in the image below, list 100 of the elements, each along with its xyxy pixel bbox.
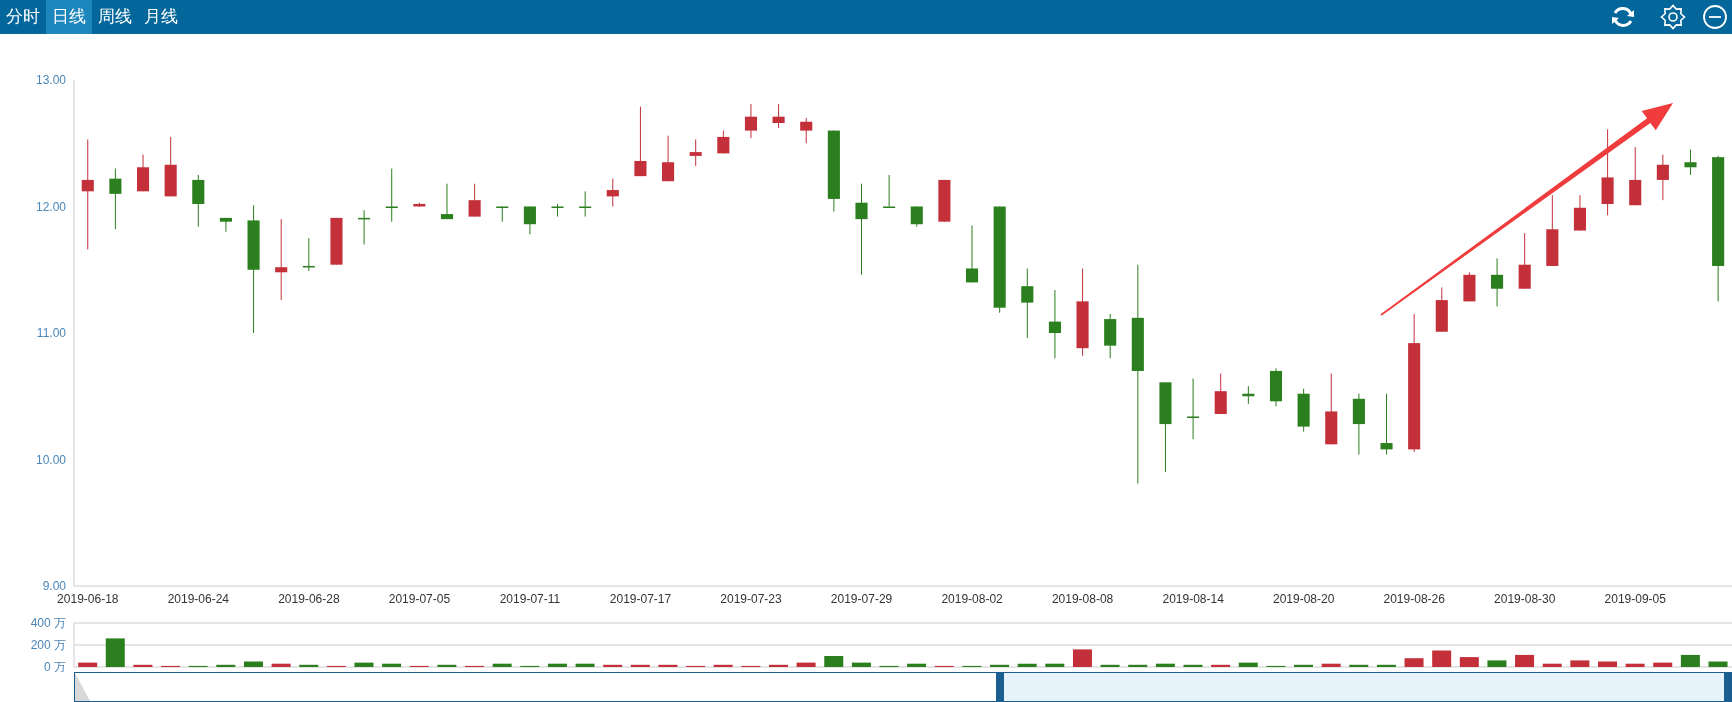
bar: [243, 661, 263, 667]
bar: [575, 663, 595, 667]
bar: [1708, 661, 1728, 667]
candlestick: [440, 183, 454, 220]
candlestick: [1491, 257, 1504, 307]
candlestick: [81, 138, 94, 251]
candlestick: [772, 103, 785, 129]
x-tick-label: 2019-08-30: [1494, 591, 1556, 606]
candlestick: [1684, 149, 1697, 176]
candlestick: [606, 178, 619, 207]
x-tick-label: 2019-06-18: [57, 591, 119, 606]
bar: [437, 664, 457, 667]
text: 分时: [5, 6, 41, 28]
bar: [133, 664, 153, 667]
x-tick-label: 2019-07-11: [499, 591, 561, 606]
y-tick-label: 400 万: [30, 616, 66, 631]
bar: [78, 662, 98, 667]
bar: [1294, 664, 1314, 667]
x-tick-label: 2019-07-17: [609, 591, 672, 606]
bar: [1515, 654, 1535, 667]
bar: [1680, 654, 1700, 667]
bar: [547, 663, 567, 667]
y-tick-label: 11.00: [36, 326, 67, 341]
bar: [1211, 664, 1231, 667]
candlestick: [468, 183, 481, 218]
bar: [1349, 664, 1369, 667]
bar: [1542, 663, 1562, 667]
bar: [1597, 661, 1617, 667]
bar: [105, 638, 125, 667]
bar: [1432, 650, 1452, 667]
x-tick-label: 2019-08-08: [1051, 591, 1114, 606]
bar: [851, 662, 871, 667]
y-tick-label: 200 万: [30, 638, 66, 653]
x-tick-label: 2019-07-23: [720, 591, 783, 606]
y-tick-label: 10.00: [35, 452, 67, 467]
text: 月线: [143, 6, 179, 28]
candlestick: [1021, 267, 1034, 339]
bar: [990, 664, 1010, 667]
y-tick-label: 0 万: [43, 660, 66, 675]
bar: [824, 656, 844, 667]
bar: [1487, 660, 1507, 667]
x-tick-label: 2019-08-26: [1383, 591, 1446, 606]
bar: [1376, 664, 1396, 667]
bar: [216, 664, 236, 667]
x-tick-label: 2019-08-20: [1272, 591, 1335, 606]
bar: [1045, 663, 1065, 667]
x-tick-label: 2019-07-05: [388, 591, 451, 606]
candlestick: [965, 224, 979, 283]
candlestick: [109, 168, 122, 230]
text: 日线: [46, 0, 92, 34]
bar: [1321, 663, 1341, 667]
x-tick-label: 2019-09-05: [1604, 591, 1667, 606]
bar: [603, 664, 623, 667]
candlestick: [275, 218, 288, 301]
bar: [492, 663, 512, 667]
candlestick: [662, 135, 675, 182]
x-tick-label: 2019-06-28: [278, 591, 340, 606]
bar: [1570, 660, 1590, 667]
bar: [299, 664, 319, 667]
bar: [1100, 664, 1120, 667]
candlestick: [219, 217, 232, 233]
candlestick: [800, 117, 813, 144]
candlestick: [1656, 154, 1669, 201]
bar: [1404, 658, 1424, 667]
y-tick-label: 12.00: [35, 199, 67, 214]
bar: [1155, 663, 1175, 667]
x-tick-label: 2019-08-02: [941, 591, 1004, 606]
bar: [630, 664, 650, 667]
bar: [1128, 664, 1148, 667]
y-tick-label: 13.00: [35, 73, 67, 88]
candlestick: [1573, 194, 1587, 232]
text: 周线: [97, 6, 133, 28]
x-tick-label: 2019-07-29: [830, 591, 893, 606]
bar: [1625, 663, 1645, 667]
bar: [1183, 664, 1203, 667]
candlestick: [689, 138, 702, 167]
bar: [713, 664, 733, 667]
candlestick: [1048, 289, 1061, 359]
bar: [907, 663, 927, 667]
x-tick-label: 2019-08-14: [1162, 591, 1225, 606]
candlestick: [1380, 393, 1393, 455]
bar: [1072, 649, 1092, 667]
bar: [796, 662, 816, 667]
bar: [271, 663, 291, 667]
candlestick: [634, 106, 647, 177]
x-tick-label: 2019-06-24: [167, 591, 230, 606]
candlestick: [744, 103, 758, 139]
candlestick: [1187, 378, 1200, 440]
bar: [658, 664, 678, 667]
bar: [354, 662, 374, 667]
bar: [1459, 657, 1479, 667]
bar: [768, 664, 788, 667]
y-tick-label: 9.00: [42, 579, 67, 594]
bar: [1238, 662, 1258, 667]
candlestick: [855, 183, 868, 276]
bar: [1017, 663, 1037, 667]
candlestick: [523, 206, 536, 235]
candlestick: [1214, 372, 1227, 415]
bar: [382, 663, 402, 667]
bar: [1653, 662, 1673, 667]
